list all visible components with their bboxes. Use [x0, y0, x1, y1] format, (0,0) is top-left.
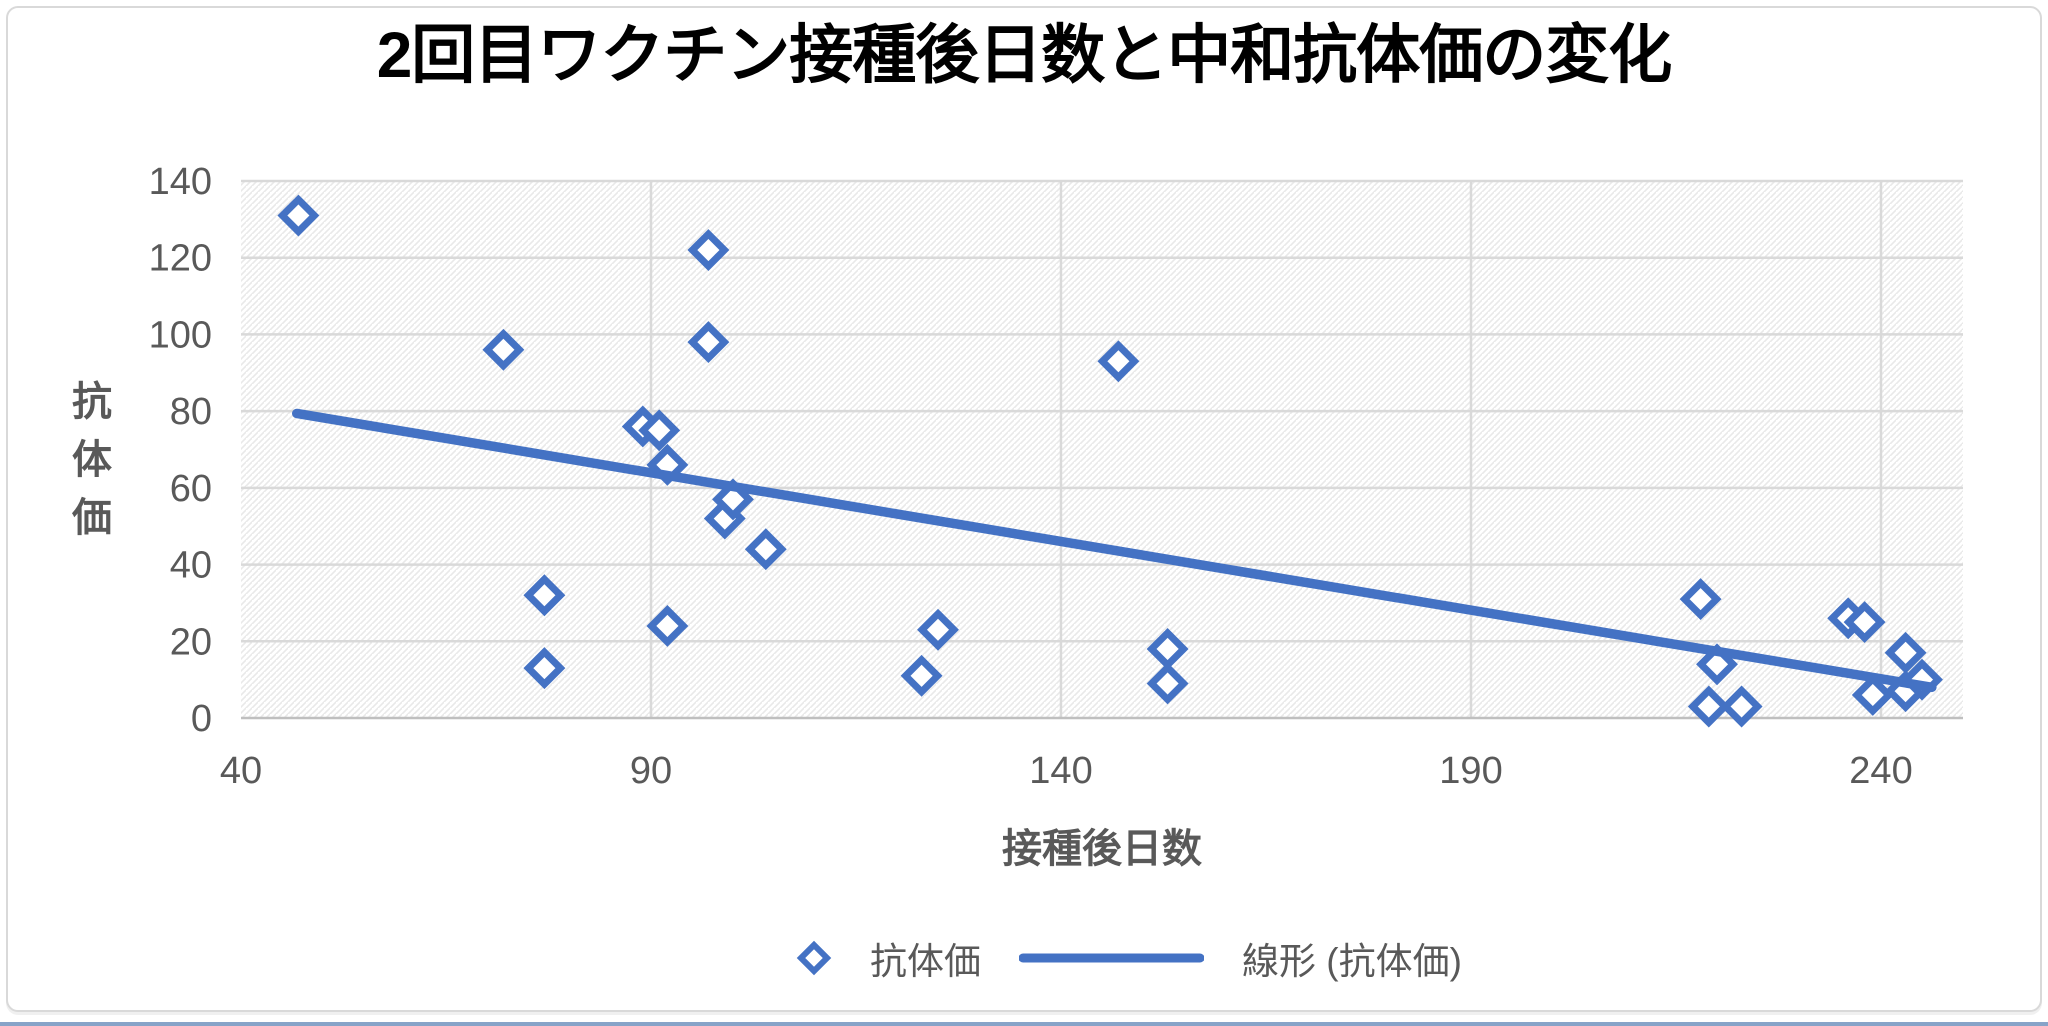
- data-point-marker[interactable]: [482, 328, 525, 371]
- data-point-marker[interactable]: [687, 321, 730, 364]
- data-point-marker[interactable]: [687, 229, 730, 271]
- y-axis-tick-label: 80: [170, 391, 212, 433]
- x-axis-tick-label: 90: [630, 750, 672, 792]
- legend-trendline-icon[interactable]: [1019, 952, 1205, 964]
- y-axis-tick-label: 40: [170, 545, 212, 587]
- chart-legend: 抗体価 線形 (抗体価): [105, 926, 2048, 990]
- data-point-marker[interactable]: [523, 647, 566, 690]
- data-point-marker[interactable]: [1687, 685, 1730, 728]
- data-point-marker[interactable]: [1146, 662, 1189, 705]
- data-point-marker[interactable]: [277, 194, 320, 237]
- y-axis-tick-label: 120: [149, 238, 212, 280]
- x-axis-tick-label: 240: [1849, 750, 1912, 792]
- y-axis-tick-label: 0: [191, 698, 212, 740]
- data-point-marker[interactable]: [1097, 340, 1140, 383]
- data-point-marker[interactable]: [646, 604, 689, 647]
- legend-scatter-diamond-icon[interactable]: [796, 940, 832, 976]
- data-point-marker[interactable]: [712, 478, 754, 521]
- trendline[interactable]: [292, 408, 1937, 693]
- data-point-marker[interactable]: [917, 608, 959, 651]
- data-point-marker[interactable]: [523, 574, 566, 617]
- y-axis-tick-label: 60: [170, 468, 212, 510]
- x-axis-tick-label: 140: [1029, 750, 1092, 792]
- data-point-marker[interactable]: [744, 528, 787, 571]
- x-axis-title: 接種後日数: [1002, 827, 1202, 871]
- data-point-marker[interactable]: [1884, 631, 1927, 674]
- data-point-marker[interactable]: [638, 409, 681, 452]
- chart-title: 2回目ワクチン接種後日数と中和抗体価の変化: [376, 19, 1673, 91]
- legend-label-series[interactable]: 抗体価: [870, 941, 982, 982]
- data-point-marker[interactable]: [900, 654, 943, 697]
- x-axis-tick-label: 190: [1439, 750, 1502, 792]
- data-point-marker[interactable]: [1851, 674, 1894, 716]
- y-axis-title: 抗体価: [66, 380, 110, 554]
- y-axis-tick-label: 20: [170, 621, 212, 663]
- data-point-marker[interactable]: [646, 443, 689, 486]
- data-point-marker[interactable]: [1720, 685, 1763, 728]
- data-point-marker[interactable]: [1901, 658, 1943, 701]
- legend-label-trendline[interactable]: 線形 (抗体価): [1242, 941, 1462, 982]
- y-axis-tick-label: 100: [149, 314, 212, 356]
- x-axis-tick-label: 40: [220, 750, 262, 792]
- y-axis-tick-label: 140: [149, 161, 212, 203]
- data-point-marker[interactable]: [1679, 578, 1722, 621]
- data-point-marker[interactable]: [1843, 601, 1886, 644]
- window-bottom-edge: [0, 1022, 2048, 1026]
